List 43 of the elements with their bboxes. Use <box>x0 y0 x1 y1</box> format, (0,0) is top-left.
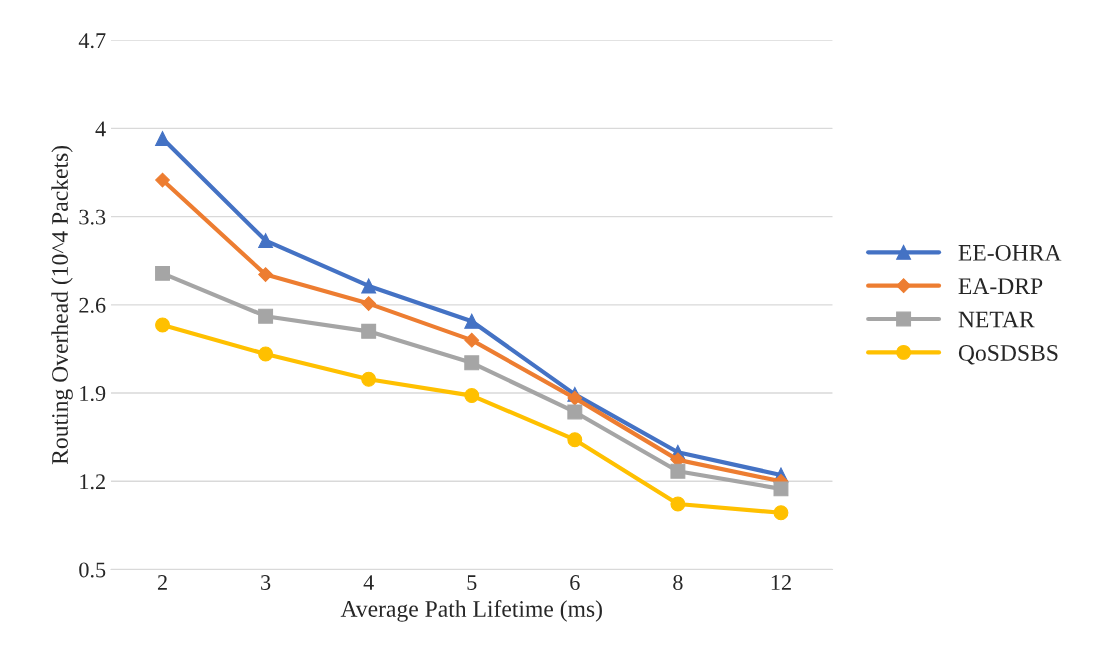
point <box>464 388 480 404</box>
point <box>464 313 480 329</box>
point <box>773 505 789 521</box>
point <box>155 131 170 146</box>
y-tick-label: 2.6 <box>79 297 106 313</box>
point <box>361 278 377 294</box>
point <box>567 404 583 420</box>
point <box>155 172 170 188</box>
x-tick-label: 2 <box>157 575 167 590</box>
legend-label: EA-DRP <box>958 278 1043 294</box>
legend-label: EE-OHRA <box>958 244 1062 261</box>
point <box>155 265 170 281</box>
legend-label: QoSDSBS <box>958 345 1058 365</box>
y-tick-label: 3.3 <box>79 209 106 225</box>
point <box>670 496 686 512</box>
point <box>567 390 583 406</box>
y-tick-label: 1.9 <box>80 386 106 402</box>
point <box>258 346 274 362</box>
x-tick-label: 12 <box>771 575 791 590</box>
x-tick-label: 8 <box>673 575 683 590</box>
y-tick-label: 4 <box>95 121 106 137</box>
point <box>258 233 274 249</box>
x-tick-label: 5 <box>467 575 477 590</box>
point <box>464 332 480 348</box>
x-tick-label: 3 <box>261 575 271 590</box>
point <box>361 296 377 311</box>
y-tick-label: 1.2 <box>80 474 105 490</box>
point <box>773 481 789 497</box>
y-tick-label: 4.7 <box>78 33 106 49</box>
x-tick-label: 4 <box>363 575 374 590</box>
x-axis-title: Average Path Lifetime (ms) <box>340 600 602 622</box>
point <box>361 323 377 339</box>
point <box>258 267 273 282</box>
point <box>155 317 170 333</box>
point <box>670 463 686 479</box>
x-tick-label: 6 <box>570 575 580 590</box>
legend-label: NETAR <box>958 311 1035 328</box>
point <box>258 308 274 324</box>
point <box>464 355 480 371</box>
point <box>361 371 377 387</box>
y-tick-label: 0.5 <box>79 562 106 578</box>
point <box>567 432 583 448</box>
y-axis-title: Routing Overhead (10^4 Packets) <box>51 145 73 465</box>
